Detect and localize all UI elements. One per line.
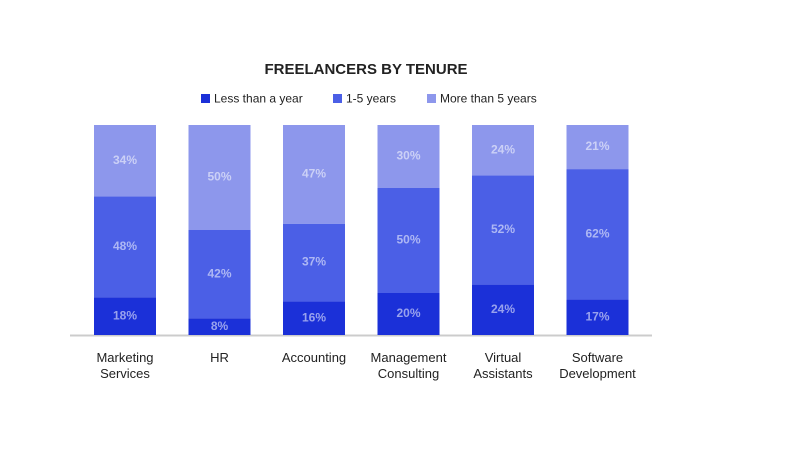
legend-swatch [201,94,210,103]
x-tick-label: HR [210,350,229,365]
x-tick-label: Management Consulting [370,350,447,381]
bar-segment [94,125,156,197]
value-label: 18% [113,308,137,322]
legend-swatch [427,94,436,103]
value-label: 8% [211,319,229,333]
legend-label: More than 5 years [440,92,537,106]
value-label: 17% [585,309,609,323]
value-label: 37% [302,255,326,269]
bar-segment [566,169,629,300]
bar-segment [377,293,440,335]
x-tick-label: Accounting [281,350,347,365]
chart-title: FREELANCERS BY TENURE [264,61,467,78]
bar-segment [377,188,440,293]
value-label: 47% [302,167,326,181]
bar-segment [283,125,345,224]
x-tick-label: Software Development [559,350,636,381]
bar-segment [566,125,629,170]
bar-segment [188,230,251,319]
x-tick-label: Virtual Assistants [473,350,533,381]
value-label: 24% [491,142,515,156]
bar-segment [283,301,345,335]
bar-segment [94,297,156,335]
value-label: 62% [585,226,609,240]
value-label: 42% [207,266,231,280]
bar-segment [283,223,345,302]
value-label: 16% [302,310,326,324]
x-tick-label: Marketing Services [96,350,154,381]
legend-label: Less than a year [214,92,303,106]
bar-segment [94,196,156,298]
bar-segment [188,318,251,335]
bar-segment [472,284,534,335]
value-label: 48% [113,239,137,253]
value-label: 21% [585,139,609,153]
bar-segment [566,299,629,335]
legend-swatch [333,94,342,103]
value-label: 30% [396,149,420,163]
bar-segment [377,125,440,188]
bar-segment [472,175,534,285]
value-label: 20% [396,306,420,320]
value-label: 50% [396,233,420,247]
value-label: 24% [491,302,515,316]
value-label: 34% [113,153,137,167]
bar-segment [472,125,534,176]
legend-label: 1-5 years [346,92,396,106]
value-label: 52% [491,222,515,236]
value-label: 50% [207,170,231,184]
bar-segment [188,125,251,230]
